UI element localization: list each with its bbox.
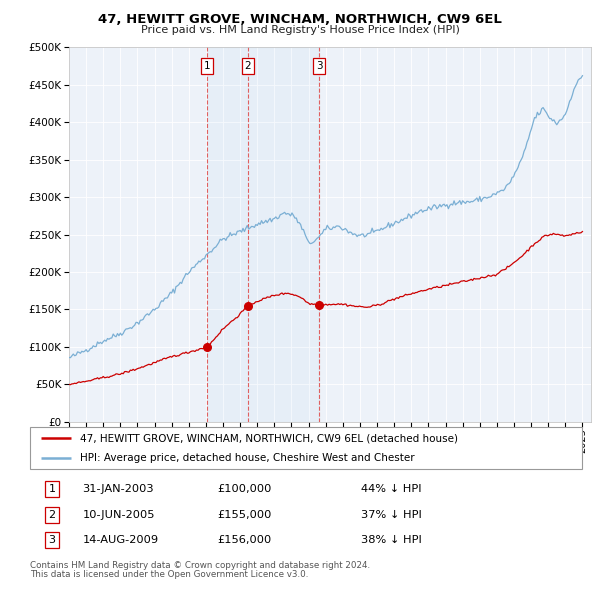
Bar	[207, 47, 319, 422]
Text: 2: 2	[49, 510, 56, 520]
Text: Price paid vs. HM Land Registry's House Price Index (HPI): Price paid vs. HM Land Registry's House …	[140, 25, 460, 35]
Text: This data is licensed under the Open Government Licence v3.0.: This data is licensed under the Open Gov…	[30, 570, 308, 579]
Text: 14-AUG-2009: 14-AUG-2009	[82, 535, 158, 545]
Text: 47, HEWITT GROVE, WINCHAM, NORTHWICH, CW9 6EL: 47, HEWITT GROVE, WINCHAM, NORTHWICH, CW…	[98, 13, 502, 26]
Text: 1: 1	[204, 61, 211, 71]
Text: 44% ↓ HPI: 44% ↓ HPI	[361, 484, 422, 494]
FancyBboxPatch shape	[30, 427, 582, 469]
Text: 38% ↓ HPI: 38% ↓ HPI	[361, 535, 422, 545]
Text: 2: 2	[244, 61, 251, 71]
Text: 3: 3	[316, 61, 323, 71]
Text: 47, HEWITT GROVE, WINCHAM, NORTHWICH, CW9 6EL (detached house): 47, HEWITT GROVE, WINCHAM, NORTHWICH, CW…	[80, 433, 458, 443]
Text: £156,000: £156,000	[218, 535, 272, 545]
Text: 31-JAN-2003: 31-JAN-2003	[82, 484, 154, 494]
Text: 3: 3	[49, 535, 56, 545]
Text: HPI: Average price, detached house, Cheshire West and Chester: HPI: Average price, detached house, Ches…	[80, 453, 415, 463]
Text: 1: 1	[49, 484, 56, 494]
Text: 10-JUN-2005: 10-JUN-2005	[82, 510, 155, 520]
Text: Contains HM Land Registry data © Crown copyright and database right 2024.: Contains HM Land Registry data © Crown c…	[30, 560, 370, 569]
Text: £155,000: £155,000	[218, 510, 272, 520]
Text: £100,000: £100,000	[218, 484, 272, 494]
Text: 37% ↓ HPI: 37% ↓ HPI	[361, 510, 422, 520]
